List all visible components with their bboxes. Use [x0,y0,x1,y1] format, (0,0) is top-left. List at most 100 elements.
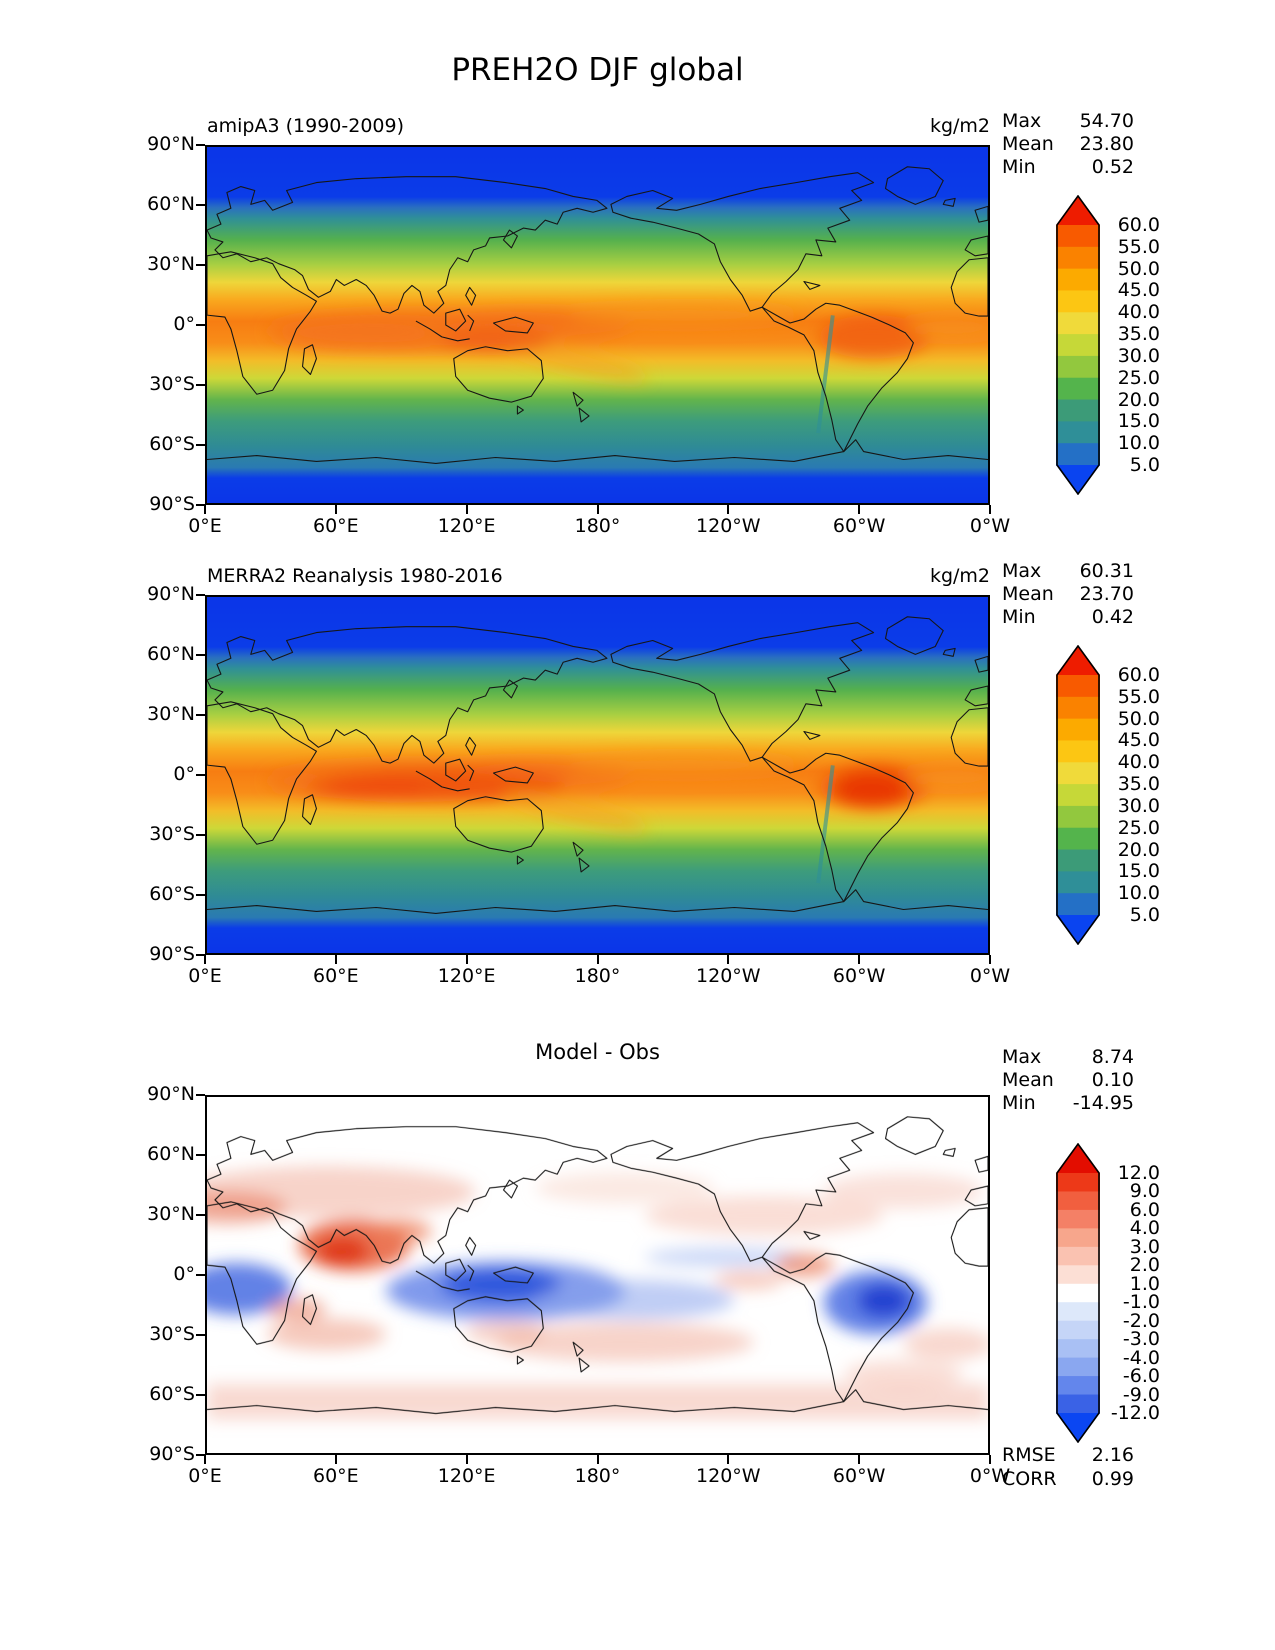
colorbar-tick-label: -1.0 [1122,1291,1160,1314]
colorbar-tick-label: 5.0 [1129,454,1160,476]
map-image [207,1097,988,1453]
y-tick-label: 60°S [149,883,195,905]
colorbar-tick-label: 55.0 [1117,685,1160,708]
x-tick-label: 60°W [832,965,886,987]
x-tick-label: 180° [574,1465,621,1487]
stat-row: Max 54.70 [1002,110,1134,133]
stat-label: Max [1002,560,1042,582]
colorbar-tick-label: 25.0 [1117,816,1160,839]
colorbar-tick-label: 35.0 [1117,323,1160,346]
y-tick-mark [196,204,205,206]
map-image [207,597,988,953]
colorbar [1056,644,1100,946]
colorbar-tick-label: -4.0 [1122,1346,1160,1369]
colorbar-tick-label: 12.0 [1117,1162,1160,1184]
x-tick-label: 120°W [696,515,761,537]
colorbar-tick-label: 15.0 [1117,860,1160,883]
colorbar-tick-label: 2.0 [1129,1254,1160,1277]
y-tick-mark [196,894,205,896]
y-tick-mark [196,444,205,446]
x-tick-mark [465,505,468,514]
y-tick-mark [196,714,205,716]
x-tick-label: 180° [574,965,621,987]
stat-row: Max 8.74 [1002,1046,1134,1069]
x-tick-mark [858,505,861,514]
y-tick-label: 90°S [149,1443,195,1465]
colorbar-tick-label: -9.0 [1122,1383,1160,1406]
x-tick-mark [204,1455,206,1464]
x-tick-mark [334,955,337,964]
x-tick-mark [858,955,861,964]
x-tick-label: 120°E [437,1465,496,1487]
colorbar-tick-label: 45.0 [1117,279,1160,302]
colorbar-tick-label: 35.0 [1117,773,1160,796]
stat-label: RMSE [1002,1444,1056,1466]
x-tick-label: 180° [574,515,621,537]
y-tick-mark [196,504,205,506]
y-tick-mark [196,1214,205,1216]
y-tick-mark [196,1094,205,1096]
colorbar-tick-label: 10.0 [1117,432,1160,455]
y-tick-label: 30°S [149,373,195,395]
x-tick-mark [727,955,730,964]
y-tick-label: 30°S [149,1323,195,1345]
colorbar [1056,1142,1100,1444]
y-tick-mark [196,144,205,146]
x-tick-mark [596,505,599,514]
y-tick-label: 60°S [149,433,195,455]
map-plot [205,1095,990,1455]
stat-label: Mean [1002,1069,1054,1091]
units-label: kg/m2 [929,565,990,587]
stats-block: Max 8.74 Mean 0.10 Min -14.95 [1002,1046,1134,1115]
y-tick-label: 30°N [147,703,195,725]
colorbar [1056,194,1100,496]
colorbar-tick-label: 20.0 [1117,388,1160,411]
map-image [207,147,988,503]
colorbar-tick-label: 55.0 [1117,235,1160,258]
stat-label: Mean [1002,583,1054,605]
y-tick-mark [196,1334,205,1336]
stat-row: Min 0.42 [1002,606,1134,629]
x-tick-label: 120°W [696,965,761,987]
x-tick-label: 0°W [969,1465,1011,1487]
stats-block: Max 60.31 Mean 23.70 Min 0.42 [1002,560,1134,629]
x-tick-label: 120°E [437,965,496,987]
colorbar-tick-label: 5.0 [1129,904,1160,926]
rmse-corr-block: RMSE 2.16 CORR 0.99 [1002,1443,1134,1491]
y-tick-mark [196,324,205,326]
stat-value: -14.95 [1072,1092,1134,1114]
y-tick-label: 0° [173,1263,195,1285]
x-tick-label: 0°E [188,1465,222,1487]
y-tick-label: 0° [173,763,195,785]
colorbar-tick-label: 60.0 [1117,664,1160,686]
x-tick-label: 0°W [969,515,1011,537]
x-tick-label: 120°E [437,515,496,537]
panel-subtitle: amipA3 (1990-2009) [207,115,405,137]
x-tick-mark [989,505,991,514]
y-tick-mark [196,654,205,656]
colorbar-tick-label: -6.0 [1122,1365,1160,1388]
x-tick-mark [727,505,730,514]
x-tick-label: 120°W [696,1465,761,1487]
stat-label: Min [1002,606,1036,628]
x-tick-label: 0°E [188,515,222,537]
x-tick-mark [727,1455,730,1464]
colorbar-tick-label: 4.0 [1129,1217,1160,1240]
colorbar-tick-label: 20.0 [1117,838,1160,861]
stat-row: Mean 0.10 [1002,1069,1134,1092]
colorbar-tick-label: 10.0 [1117,882,1160,905]
y-tick-label: 90°S [149,943,195,965]
y-tick-mark [196,774,205,776]
x-tick-mark [204,955,206,964]
colorbar-tick-label: 3.0 [1129,1235,1160,1258]
x-tick-label: 60°E [312,1465,359,1487]
y-tick-mark [196,1394,205,1396]
map-plot [205,145,990,505]
x-tick-label: 60°W [832,515,886,537]
stat-label: Max [1002,110,1042,132]
colorbar-tick-label: 15.0 [1117,410,1160,433]
x-tick-label: 0°E [188,965,222,987]
y-tick-label: 90°N [147,133,195,155]
y-tick-label: 30°S [149,823,195,845]
colorbar-tick-label: 40.0 [1117,751,1160,774]
